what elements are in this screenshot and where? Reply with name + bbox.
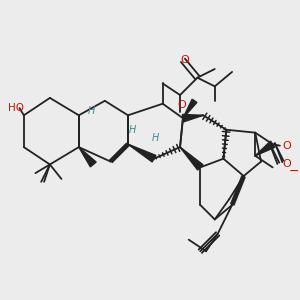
- Polygon shape: [128, 144, 156, 162]
- Text: O: O: [177, 100, 186, 110]
- Text: HO: HO: [8, 103, 24, 113]
- Text: H: H: [152, 134, 159, 143]
- Text: H: H: [88, 106, 95, 116]
- Polygon shape: [182, 115, 203, 122]
- Polygon shape: [183, 99, 197, 118]
- Polygon shape: [180, 147, 203, 170]
- Polygon shape: [79, 147, 96, 167]
- Text: O: O: [180, 55, 189, 65]
- Text: H: H: [129, 125, 136, 135]
- Polygon shape: [255, 141, 275, 156]
- Text: −: −: [289, 165, 299, 178]
- Text: O: O: [283, 160, 292, 170]
- Text: O: O: [283, 141, 292, 151]
